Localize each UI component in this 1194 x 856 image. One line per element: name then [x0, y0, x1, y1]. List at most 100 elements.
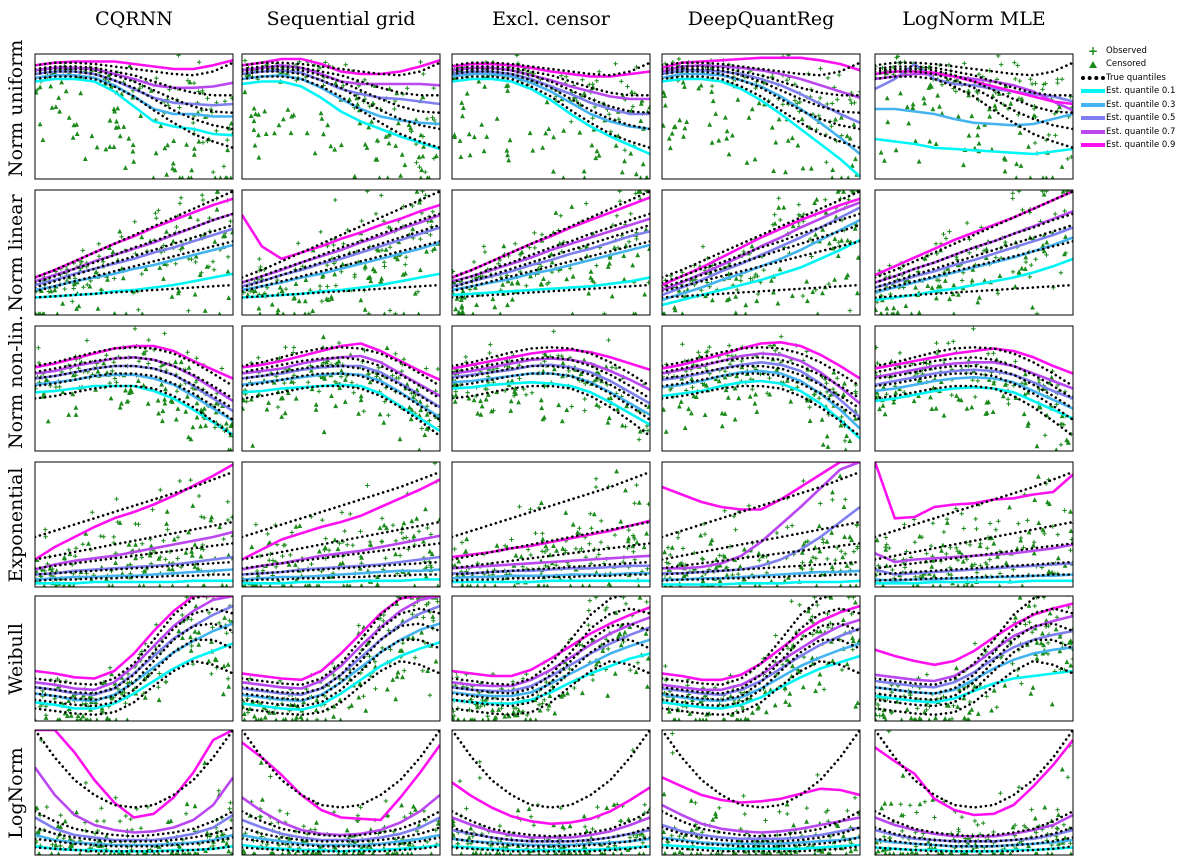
- censored-point: [776, 204, 782, 210]
- censored-point: [883, 717, 888, 721]
- censored-point: [523, 717, 528, 721]
- observed-point: [487, 350, 492, 356]
- censored-point: [891, 399, 897, 405]
- censored-point: [942, 716, 948, 721]
- censored-point: [126, 135, 132, 141]
- censored-point: [371, 851, 375, 855]
- censored-point: [752, 400, 758, 406]
- censored-point: [831, 369, 837, 375]
- censored-point: [1032, 497, 1038, 502]
- censored-point: [606, 581, 612, 586]
- censored-point: [570, 311, 575, 315]
- censored-point: [818, 628, 823, 634]
- observed-point: [1004, 382, 1009, 387]
- true-quantile-line: [452, 345, 650, 388]
- observed-point: [955, 557, 961, 563]
- observed-point: [111, 360, 116, 365]
- censored-point: [815, 311, 820, 315]
- observed-point: [1023, 259, 1029, 265]
- censored-point: [472, 717, 477, 721]
- censored-point: [644, 175, 649, 179]
- censored-point: [814, 583, 819, 587]
- censored-point: [427, 548, 433, 554]
- censored-point: [436, 583, 440, 587]
- censored-point: [314, 820, 319, 825]
- censored-point: [156, 844, 162, 849]
- censored-point: [908, 715, 914, 721]
- observed-point: [875, 345, 879, 350]
- observed-point: [381, 612, 386, 618]
- estimated-quantile-line: [875, 361, 1073, 390]
- observed-point: [396, 375, 401, 381]
- estimated-quantile-line: [662, 627, 860, 697]
- censored-point: [103, 146, 109, 152]
- censored-point: [560, 545, 566, 551]
- censored-point: [684, 119, 690, 124]
- censored-point: [55, 823, 61, 829]
- censored-point: [148, 88, 154, 93]
- censored-point: [698, 698, 703, 704]
- estimated-quantile-line: [242, 741, 440, 822]
- observed-point: [408, 811, 413, 816]
- censored-point: [473, 850, 479, 855]
- panel-plot-area: [35, 596, 233, 721]
- observed-point: [821, 687, 827, 692]
- censored-point: [899, 717, 904, 721]
- censored-point: [468, 717, 473, 721]
- censored-point: [304, 130, 310, 136]
- observed-point: [606, 646, 611, 652]
- censored-point: [830, 489, 835, 495]
- censored-point: [147, 552, 153, 558]
- censored-point: [160, 408, 166, 414]
- censored-point: [631, 311, 636, 315]
- censored-point: [944, 76, 950, 82]
- observed-point: [953, 506, 959, 511]
- censored-point: [188, 436, 194, 442]
- observed-point: [358, 554, 363, 560]
- censored-point: [226, 295, 232, 300]
- panel-frame: [34, 729, 234, 856]
- observed-point: [558, 213, 563, 218]
- observed-point: [256, 355, 261, 360]
- censored-point: [565, 690, 570, 696]
- censored-point: [543, 543, 549, 549]
- estimated-quantile-line: [242, 568, 440, 581]
- observed-point: [325, 284, 330, 289]
- censored-point: [196, 629, 202, 635]
- observed-point: [836, 72, 842, 78]
- panel-plot-area: [242, 462, 440, 587]
- censored-point: [814, 196, 820, 202]
- observed-point: [821, 540, 826, 545]
- observed-point: [959, 278, 965, 283]
- observed-point: [424, 565, 429, 570]
- observed-point: [974, 526, 979, 532]
- censored-point: [251, 105, 257, 111]
- censored-point: [613, 610, 619, 615]
- censored-point: [545, 851, 550, 855]
- true-quantile-line: [242, 70, 440, 131]
- censored-point: [171, 536, 177, 542]
- observed-point: [722, 368, 728, 374]
- censored-point: [478, 398, 483, 404]
- censored-point: [696, 85, 702, 91]
- observed-point: [123, 813, 128, 819]
- censored-point: [883, 547, 889, 552]
- censored-point: [568, 583, 573, 587]
- observed-point: [140, 541, 145, 546]
- censored-point: [719, 423, 725, 429]
- observed-point: [884, 392, 889, 397]
- observed-point: [114, 496, 119, 502]
- observed-point: [309, 561, 314, 567]
- censored-point: [321, 334, 326, 340]
- observed-point: [421, 615, 426, 620]
- observed-point: [163, 680, 168, 685]
- panel: [241, 461, 441, 588]
- observed-point: [513, 241, 518, 246]
- panel-frame: [661, 595, 861, 722]
- observed-point: [193, 259, 198, 265]
- observed-point: [222, 99, 228, 104]
- censored-point: [771, 341, 777, 347]
- true-quantile-line: [35, 470, 233, 539]
- censored-point: [322, 544, 328, 550]
- true-quantile-line: [35, 659, 233, 717]
